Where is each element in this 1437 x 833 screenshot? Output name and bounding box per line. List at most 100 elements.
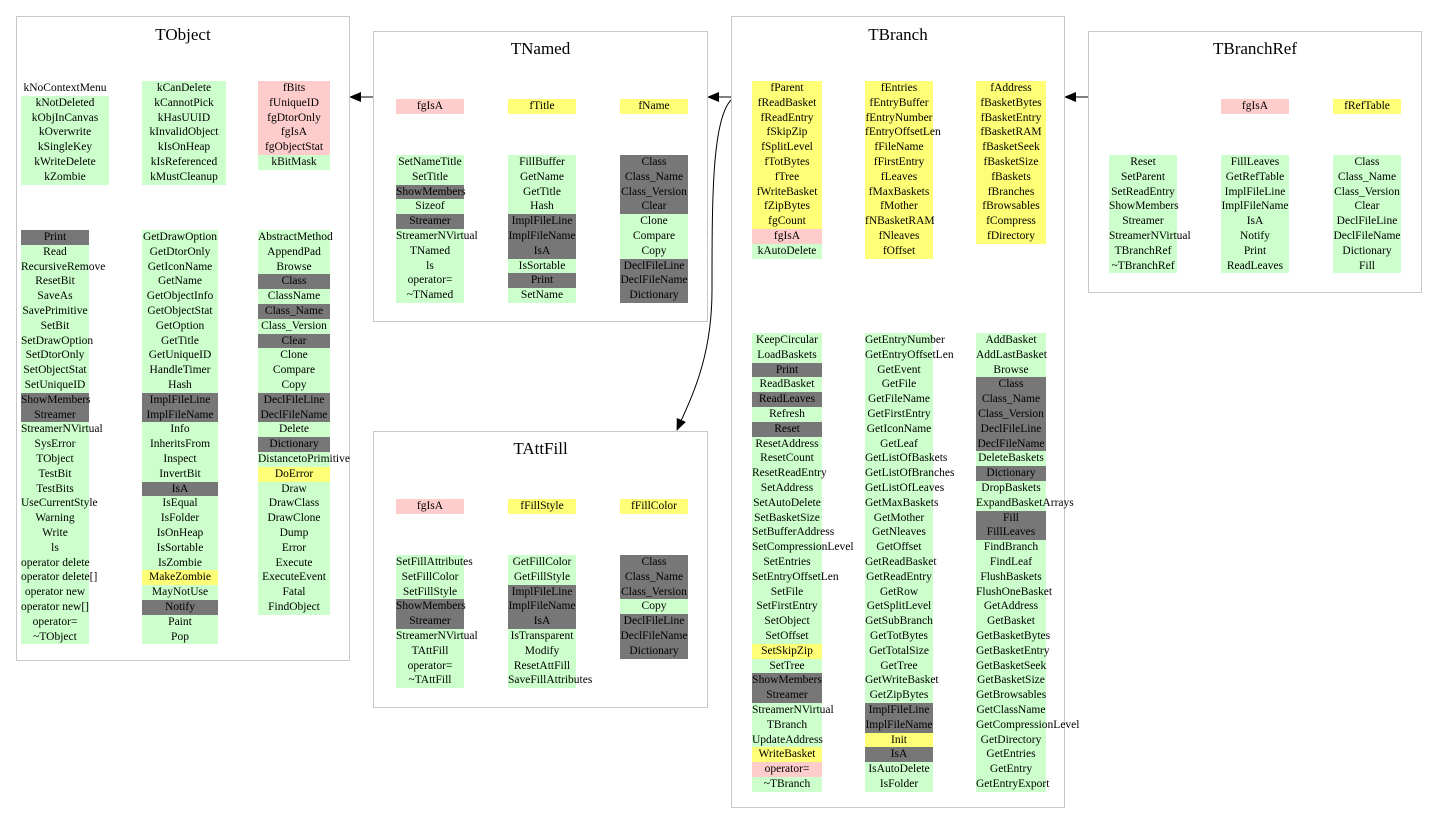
data-member: fName — [620, 99, 688, 114]
method-entry: SetFillAttributes — [396, 555, 473, 570]
method-entry: StreamerNVirtual — [396, 228, 478, 244]
method-entry: Class_Version — [620, 584, 688, 600]
method-entry: Streamer — [752, 688, 822, 703]
method-entry: DeleteBaskets — [976, 451, 1046, 467]
method-entry: ls — [396, 258, 464, 274]
method-entry: Copy — [258, 377, 330, 393]
method-entry: GetTotBytes — [865, 628, 933, 644]
method-column-1: SetNameTitle SetTitle ShowMembers Sizeof Str… — [396, 155, 478, 303]
method-entry: GetEntryExport — [976, 776, 1050, 792]
method-entry: ResetCount — [752, 451, 822, 467]
method-entry: Compare — [620, 228, 688, 244]
method-entry: GetMaxBaskets — [865, 495, 939, 511]
method-entry: KeepCircular — [752, 333, 822, 348]
method-entry: TestBit — [21, 466, 89, 482]
method-entry: IsSortable — [508, 258, 576, 274]
method-entry: GetIconName — [865, 421, 933, 437]
data-member: fFillColor — [620, 499, 688, 514]
method-entry: GetEntry — [976, 762, 1046, 777]
method-entry: ls — [21, 540, 89, 556]
data-member: kHasUUID — [142, 110, 226, 126]
data-member: fFileName — [865, 140, 933, 155]
method-entry: operator= — [396, 273, 464, 289]
method-entry: Fill — [1333, 258, 1401, 274]
method-entry: TBranch — [752, 717, 822, 733]
method-entry: Clear — [258, 333, 330, 349]
data-member-column-2: fFillStyle — [508, 499, 576, 514]
method-entry: ~TObject — [21, 629, 89, 645]
data-member: kOverwrite — [21, 125, 109, 141]
method-entry: StreamerNVirtual — [1109, 228, 1191, 244]
data-member: fBasketSize — [976, 154, 1046, 170]
method-entry: GetBasket — [976, 614, 1046, 629]
method-entry: Print — [508, 273, 576, 289]
method-column-3: Class Class_Name Class_Version Copy DeclFile… — [620, 555, 688, 659]
method-entry: DrawClass — [258, 496, 330, 512]
method-entry: operator new[] — [21, 599, 90, 615]
method-entry: GetOffset — [865, 540, 933, 555]
method-entry: IsOnHeap — [142, 525, 218, 541]
method-entry: AddLastBasket — [976, 347, 1047, 363]
method-entry: GetDtorOnly — [142, 244, 218, 260]
method-entry: Clear — [1333, 199, 1401, 215]
method-entry: ResetBit — [21, 274, 89, 290]
method-entry: FlushOneBasket — [976, 584, 1053, 600]
method-entry: Streamer — [396, 214, 464, 229]
method-entry: SetBit — [21, 318, 89, 334]
method-entry: DropBaskets — [976, 480, 1046, 496]
data-member-column-2: kCanDelete kCannotPick kHasUUID kInvalidObj… — [142, 81, 226, 185]
data-member: fBasketBytes — [976, 95, 1046, 111]
class-title: TAttFill — [513, 439, 568, 458]
method-entry: MakeZombie — [142, 570, 218, 586]
method-entry: ShowMembers — [1109, 199, 1179, 215]
method-entry: Read — [21, 244, 89, 260]
method-entry: DeclFileName — [258, 407, 330, 423]
method-entry: Print — [752, 362, 822, 378]
data-member: kZombie — [21, 169, 109, 185]
method-entry: SetObject — [752, 614, 822, 629]
data-member: fBranches — [976, 184, 1046, 200]
data-member: fMother — [865, 199, 933, 215]
method-entry: AddBasket — [976, 333, 1046, 348]
method-entry: GetTitle — [142, 333, 218, 349]
class-box-tbranchref: TBranchRef fgIsA fRefTable Reset SetParent Se… — [1088, 31, 1422, 293]
method-entry: Dictionary — [620, 643, 688, 659]
method-entry: SetFillStyle — [396, 584, 464, 600]
method-entry: Class_Version — [1333, 184, 1401, 200]
method-entry: GetObjectInfo — [142, 289, 218, 304]
data-member: kMustCleanup — [142, 169, 226, 185]
method-entry: Fill — [976, 510, 1046, 526]
method-entry: SetNameTitle — [396, 155, 464, 170]
data-member: fSkipZip — [752, 125, 822, 141]
method-entry: ShowMembers — [21, 392, 91, 408]
data-member: fgIsA — [258, 125, 330, 141]
method-entry: HandleTimer — [142, 363, 218, 378]
method-entry: IsEqual — [142, 496, 218, 512]
method-entry: FindBranch — [976, 540, 1046, 555]
method-entry: ShowMembers — [396, 184, 466, 200]
method-column-3: Class Class_Name Class_Version Clear Clone Co… — [620, 155, 688, 303]
method-entry: GetTotalSize — [865, 643, 933, 659]
method-entry: ResetReadEntry — [752, 466, 827, 481]
method-entry: SetReadEntry — [1109, 184, 1177, 200]
method-entry: Clear — [620, 199, 688, 215]
method-entry: Dictionary — [976, 466, 1046, 481]
method-entry: ImplFileName — [142, 407, 218, 423]
method-entry: SetEntryOffsetLen — [752, 569, 839, 585]
data-member: kCannotPick — [142, 95, 226, 111]
method-entry: IsSortable — [142, 540, 218, 556]
method-entry: Class — [1333, 155, 1401, 170]
method-entry: Copy — [620, 243, 688, 259]
method-entry: IsA — [865, 747, 933, 763]
data-member: fgDtorOnly — [258, 110, 330, 126]
data-member-column-3: fAddress fBasketBytes fBasketEntry fBasketR… — [976, 81, 1046, 244]
method-entry: Print — [1221, 243, 1289, 259]
method-entry: GetNleaves — [865, 525, 933, 541]
method-entry: Error — [258, 540, 330, 556]
method-entry: TAttFill — [396, 643, 464, 659]
method-entry: DeclFileName — [620, 628, 688, 644]
method-entry: DeclFileName — [976, 436, 1046, 452]
data-member: fUniqueID — [258, 95, 330, 111]
data-member-column-1: kNoContextMenu kNotDeleted kObjInCanvas kOv… — [21, 81, 109, 185]
